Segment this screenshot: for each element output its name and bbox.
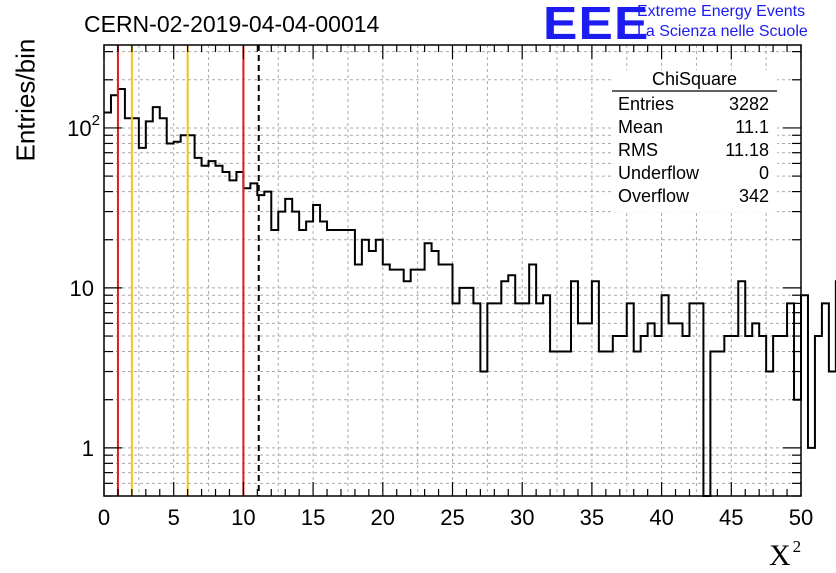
stats-value: 11.1 [735,117,769,137]
stats-value: 11.18 [725,140,769,160]
stats-box-title: ChiSquare [652,69,737,89]
x-tick-label: 0 [98,505,110,530]
stats-label: Entries [618,94,674,114]
x-tick-label: 5 [168,505,180,530]
histogram-outline [104,88,836,497]
chart-title: CERN-02-2019-04-04-00014 [84,11,380,37]
stats-value: 0 [759,163,769,183]
x-tick-label: 15 [301,505,325,530]
x-tick-label: 30 [510,505,534,530]
x-tick-label: 20 [371,505,395,530]
y-tick-label: 1 [82,436,94,461]
x-tick-label: 10 [231,505,255,530]
x-tick-label: 45 [719,505,743,530]
org-name-line1: Extreme Energy Events [637,3,806,20]
y-axis-label: Entries/bin [10,38,41,162]
x-axis-label-superscript: 2 [792,537,802,556]
x-tick-label: 50 [789,505,813,530]
y-tick-label: 10 [70,276,94,301]
x-tick-label: 35 [580,505,604,530]
stats-value: 342 [739,186,769,206]
stats-label: RMS [618,140,658,160]
x-tick-label: 40 [649,505,673,530]
y-tick-label: 102 [67,112,100,141]
stats-label: Overflow [618,186,690,206]
stats-label: Underflow [618,163,700,183]
stats-box [612,70,777,212]
stats-value: 3282 [729,94,769,114]
eee-logo: EEE [543,0,650,49]
stats-label: Mean [618,117,663,137]
org-name-line2: La Scienza nelle Scuole [637,23,808,40]
x-tick-label: 25 [440,505,464,530]
x-axis-label-base: X [769,539,791,572]
